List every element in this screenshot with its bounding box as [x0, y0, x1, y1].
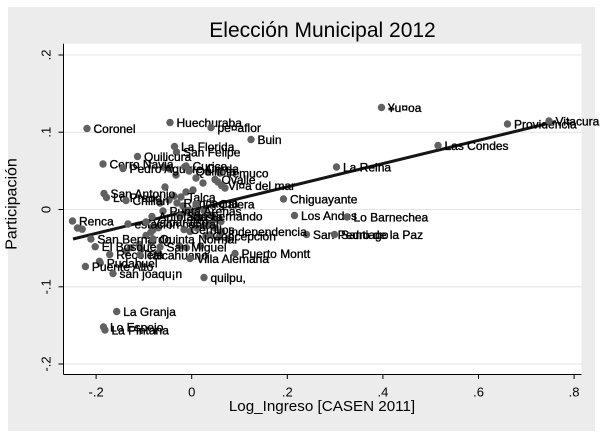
- svg-text:Providencia: Providencia: [514, 118, 577, 132]
- svg-text:San Felipe: San Felipe: [183, 146, 241, 160]
- svg-text:La Pintana: La Pintana: [112, 324, 170, 338]
- svg-text:Pudahuel: Pudahuel: [107, 257, 158, 271]
- svg-text:Las Condes: Las Condes: [445, 139, 509, 153]
- svg-text:Quilicura: Quilicura: [144, 150, 192, 164]
- svg-text:Vi¤a del mar: Vi¤a del mar: [228, 179, 295, 193]
- svg-text:-.1: -.1: [39, 279, 54, 294]
- svg-text:Participación: Participación: [4, 158, 21, 250]
- svg-text:0: 0: [188, 385, 195, 400]
- svg-text:.4: .4: [377, 385, 388, 400]
- svg-text:.6: .6: [473, 385, 484, 400]
- svg-text:Renca: Renca: [79, 215, 114, 229]
- svg-text:La Calera: La Calera: [203, 198, 255, 212]
- svg-text:Chillan: Chillan: [133, 194, 170, 208]
- svg-text:Coronel: Coronel: [94, 122, 136, 136]
- svg-text:Huechuraba: Huechuraba: [177, 116, 243, 130]
- svg-text:san joaqu¡n: san joaqu¡n: [120, 267, 183, 281]
- svg-text:.1: .1: [39, 127, 54, 138]
- svg-text:La Granja: La Granja: [123, 305, 176, 319]
- svg-text:San Miguel: San Miguel: [167, 241, 227, 255]
- svg-text:Quillota: Quillota: [196, 165, 237, 179]
- svg-text:¥u¤oa: ¥u¤oa: [387, 101, 422, 115]
- svg-text:El Bosque: El Bosque: [102, 240, 157, 254]
- svg-text:Curico: Curico: [193, 160, 228, 174]
- svg-text:Buin: Buin: [258, 133, 282, 147]
- svg-text:Villa Alemana: Villa Alemana: [197, 252, 270, 266]
- svg-text:-.2: -.2: [39, 356, 54, 371]
- svg-text:Punta Arenas: Punta Arenas: [170, 205, 242, 219]
- svg-text:Lo Barnechea: Lo Barnechea: [354, 211, 429, 225]
- svg-text:Lo Espejo: Lo Espejo: [110, 321, 164, 335]
- svg-text:San Fernando: San Fernando: [187, 210, 263, 224]
- svg-text:Puerto Montt: Puerto Montt: [242, 247, 311, 261]
- svg-text:Valparaiso: Valparaiso: [153, 216, 209, 230]
- svg-text:Concepción: Concepción: [213, 230, 276, 244]
- svg-text:Temuco: Temuco: [227, 167, 269, 181]
- svg-text:Ovalle: Ovalle: [222, 173, 256, 187]
- svg-text:Antofagasta: Antofagasta: [159, 210, 223, 224]
- svg-text:quilpu,: quilpu,: [211, 271, 246, 285]
- svg-text:Vitacura: Vitacura: [556, 115, 600, 129]
- svg-text:pe¤aflor: pe¤aflor: [218, 121, 261, 135]
- svg-text:estación central: estación central: [135, 218, 219, 232]
- svg-text:.2: .2: [282, 385, 293, 400]
- svg-text:San Pedro de la Paz: San Pedro de la Paz: [313, 228, 423, 242]
- svg-text:-.2: -.2: [89, 385, 104, 400]
- svg-text:La Florida: La Florida: [181, 140, 235, 154]
- svg-text:0: 0: [39, 206, 54, 213]
- svg-text:.2: .2: [39, 50, 54, 61]
- svg-text:Los Andes: Los Andes: [301, 209, 357, 223]
- svg-text:Log_Ingreso [CASEN 2011]: Log_Ingreso [CASEN 2011]: [229, 398, 415, 415]
- svg-text:Cerrillos: Cerrillos: [191, 223, 235, 237]
- svg-text:La Reina: La Reina: [343, 161, 391, 175]
- svg-text:Quinta Normal: Quinta Normal: [160, 233, 237, 247]
- svg-text:Elección Municipal 2012: Elección Municipal 2012: [209, 19, 435, 42]
- svg-text:Independencia: Independencia: [228, 225, 307, 239]
- svg-text:Puente Alto: Puente Alto: [92, 260, 154, 274]
- svg-text:Chiguayante: Chiguayante: [290, 193, 358, 207]
- svg-text:.8: .8: [569, 385, 580, 400]
- svg-text:Santiago: Santiago: [341, 228, 389, 242]
